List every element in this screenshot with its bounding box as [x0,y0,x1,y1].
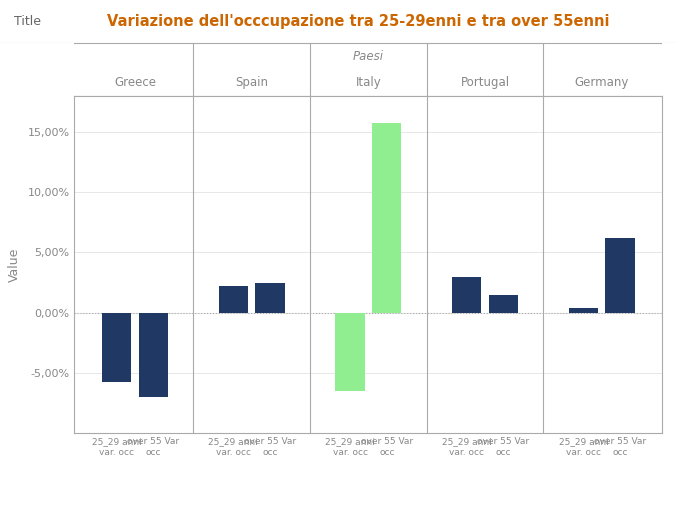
Bar [606,238,635,313]
Bar [489,295,518,313]
Bar [139,313,168,397]
Text: Title: Title [14,15,41,28]
Text: Variazione dell'occcupazione tra 25-29enni e tra over 55enni: Variazione dell'occcupazione tra 25-29en… [107,14,610,29]
Text: Greece: Greece [114,77,156,89]
Text: Italy: Italy [356,77,381,89]
Bar [452,277,481,313]
Y-axis label: Value: Value [7,247,20,282]
Bar [372,122,402,313]
Text: Germany: Germany [575,77,629,89]
Bar [335,313,365,391]
Text: Portugal: Portugal [460,77,510,89]
Bar [569,308,598,313]
Text: Paesi: Paesi [353,50,384,63]
Bar [256,282,285,313]
Bar [218,286,248,313]
Text: Spain: Spain [235,77,268,89]
Bar [102,313,131,382]
